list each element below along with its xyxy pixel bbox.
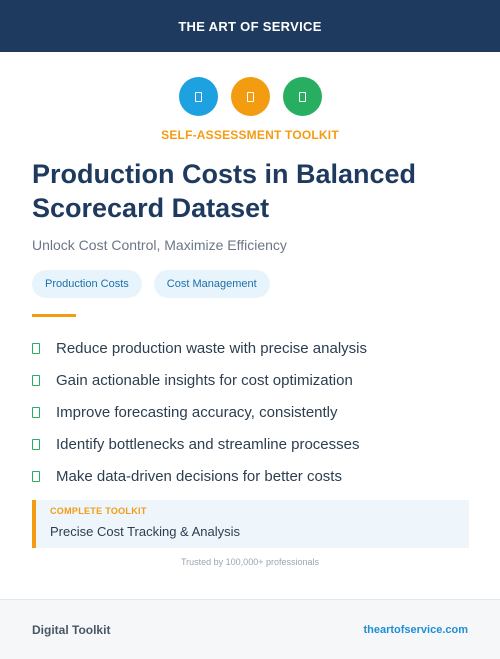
feature-item: Improve forecasting accuracy, consistent… [32, 396, 367, 428]
top-banner: THE ART OF SERVICE [0, 0, 500, 52]
feature-item: Identify bottlenecks and streamline proc… [32, 428, 367, 460]
check-icon [32, 342, 40, 354]
tag-cost-management: Cost Management [153, 270, 270, 298]
check-icon [32, 470, 40, 482]
accent-divider [32, 314, 76, 317]
check-icon [32, 374, 40, 386]
feature-item: Gain actionable insights for cost optimi… [32, 364, 367, 396]
document-icon-green [282, 77, 322, 116]
subtitle: Unlock Cost Control, Maximize Efficiency [32, 237, 287, 253]
trust-note: Trusted by 100,000+ professionals [180, 557, 319, 567]
feature-text: Reduce production waste with precise ana… [56, 339, 367, 357]
eyebrow-label: SELF-ASSESSMENT TOOLKIT [161, 128, 339, 142]
check-icon [32, 438, 40, 450]
feature-text: Identify bottlenecks and streamline proc… [56, 435, 360, 453]
callout-text: Precise Cost Tracking & Analysis [50, 524, 241, 539]
feature-item: Make data-driven decisions for better co… [32, 460, 367, 492]
page-title: Production Costs in Balanced Scorecard D… [32, 159, 417, 223]
callout-label: COMPLETE TOOLKIT [50, 506, 147, 516]
icon-row [0, 77, 500, 116]
feature-list: Reduce production waste with precise ana… [32, 332, 367, 492]
website-link[interactable]: theartofservice.com [363, 623, 468, 636]
footer-label: Digital Toolkit [32, 622, 111, 637]
document-icon-orange [230, 77, 270, 116]
brand-name: THE ART OF SERVICE [178, 18, 322, 34]
feature-item: Reduce production waste with precise ana… [32, 332, 367, 364]
document-icon [246, 91, 254, 102]
tag-production-costs: Production Costs [32, 270, 142, 298]
tag-list: Production Costs Cost Management [32, 270, 270, 298]
document-icon-blue [178, 77, 218, 116]
check-icon [32, 406, 40, 418]
document-icon [194, 91, 202, 102]
toolkit-callout: COMPLETE TOOLKIT Precise Cost Tracking &… [32, 500, 469, 548]
feature-text: Gain actionable insights for cost optimi… [56, 371, 353, 389]
footer: Digital Toolkit theartofservice.com [0, 599, 500, 659]
feature-text: Improve forecasting accuracy, consistent… [56, 403, 338, 421]
document-icon [298, 91, 306, 102]
feature-text: Make data-driven decisions for better co… [56, 467, 342, 485]
